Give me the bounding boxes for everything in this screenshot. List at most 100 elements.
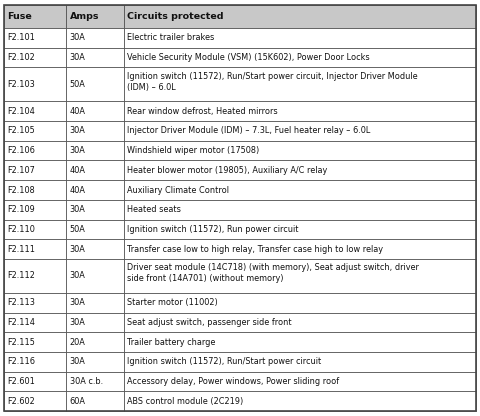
Bar — [124, 161, 476, 180]
Text: F2.107: F2.107 — [7, 166, 35, 175]
Text: 30A: 30A — [70, 126, 85, 136]
Text: 30A: 30A — [70, 357, 85, 366]
Bar — [4, 239, 66, 259]
Bar — [4, 332, 66, 352]
Bar — [124, 220, 476, 239]
Text: F2.102: F2.102 — [7, 53, 35, 62]
Bar — [66, 48, 124, 67]
Bar — [66, 67, 124, 102]
Bar — [66, 121, 124, 141]
Bar — [66, 352, 124, 371]
Text: Vehicle Security Module (VSM) (15K602), Power Door Locks: Vehicle Security Module (VSM) (15K602), … — [127, 53, 370, 62]
Bar — [66, 220, 124, 239]
Bar — [66, 102, 124, 121]
Bar — [66, 391, 124, 411]
Bar — [66, 312, 124, 332]
Bar — [66, 239, 124, 259]
Text: 30A: 30A — [70, 245, 85, 254]
Bar — [124, 102, 476, 121]
Bar — [4, 220, 66, 239]
Text: F2.108: F2.108 — [7, 186, 35, 195]
Text: Circuits protected: Circuits protected — [127, 12, 224, 21]
Text: 50A: 50A — [70, 80, 85, 89]
Text: Windshield wiper motor (17508): Windshield wiper motor (17508) — [127, 146, 260, 155]
Text: 20A: 20A — [70, 338, 85, 347]
Bar — [4, 312, 66, 332]
Text: 40A: 40A — [70, 166, 85, 175]
Bar — [4, 371, 66, 391]
Text: Injector Driver Module (IDM) – 7.3L, Fuel heater relay – 6.0L: Injector Driver Module (IDM) – 7.3L, Fue… — [127, 126, 371, 136]
Text: Transfer case low to high relay, Transfer case high to low relay: Transfer case low to high relay, Transfe… — [127, 245, 383, 254]
Bar — [66, 259, 124, 293]
Text: Electric trailer brakes: Electric trailer brakes — [127, 33, 215, 42]
Bar — [4, 293, 66, 312]
Text: F2.103: F2.103 — [7, 80, 35, 89]
Text: 30A: 30A — [70, 205, 85, 214]
Bar — [4, 352, 66, 371]
Text: Amps: Amps — [70, 12, 99, 21]
Text: 40A: 40A — [70, 186, 85, 195]
Bar — [4, 259, 66, 293]
Text: 60A: 60A — [70, 397, 85, 406]
Text: F2.101: F2.101 — [7, 33, 35, 42]
Bar — [4, 121, 66, 141]
Text: F2.106: F2.106 — [7, 146, 35, 155]
Text: Heater blower motor (19805), Auxiliary A/C relay: Heater blower motor (19805), Auxiliary A… — [127, 166, 327, 175]
Bar — [124, 312, 476, 332]
Bar — [124, 28, 476, 48]
Text: Rear window defrost, Heated mirrors: Rear window defrost, Heated mirrors — [127, 107, 278, 116]
Bar — [66, 161, 124, 180]
Bar — [4, 391, 66, 411]
Text: 30A: 30A — [70, 271, 85, 280]
Bar — [4, 141, 66, 161]
Bar — [4, 200, 66, 220]
Bar — [66, 371, 124, 391]
Bar — [124, 67, 476, 102]
Bar — [124, 371, 476, 391]
Text: Accessory delay, Power windows, Power sliding roof: Accessory delay, Power windows, Power sl… — [127, 377, 339, 386]
Text: Driver seat module (14C718) (with memory), Seat adjust switch, driver
side front: Driver seat module (14C718) (with memory… — [127, 263, 419, 283]
Text: Heated seats: Heated seats — [127, 205, 181, 214]
Text: Auxiliary Climate Control: Auxiliary Climate Control — [127, 186, 229, 195]
Text: F2.113: F2.113 — [7, 298, 35, 307]
Text: Ignition switch (11572), Run power circuit: Ignition switch (11572), Run power circu… — [127, 225, 299, 234]
Bar — [66, 141, 124, 161]
Text: 40A: 40A — [70, 107, 85, 116]
Text: Fuse: Fuse — [7, 12, 32, 21]
Text: F2.602: F2.602 — [7, 397, 35, 406]
Bar — [4, 161, 66, 180]
Bar — [124, 200, 476, 220]
Bar — [66, 200, 124, 220]
Bar — [4, 67, 66, 102]
Bar — [4, 48, 66, 67]
Text: Ignition switch (11572), Run/Start power circuit, Injector Driver Module
(IDM) –: Ignition switch (11572), Run/Start power… — [127, 72, 418, 92]
Text: ABS control module (2C219): ABS control module (2C219) — [127, 397, 243, 406]
Bar — [66, 180, 124, 200]
Bar — [124, 259, 476, 293]
Bar — [66, 332, 124, 352]
Bar — [124, 121, 476, 141]
Text: F2.114: F2.114 — [7, 318, 35, 327]
Bar — [124, 352, 476, 371]
Bar — [66, 5, 124, 28]
Text: 30A: 30A — [70, 318, 85, 327]
Bar — [66, 28, 124, 48]
Text: F2.104: F2.104 — [7, 107, 35, 116]
Bar — [124, 332, 476, 352]
Text: Seat adjust switch, passenger side front: Seat adjust switch, passenger side front — [127, 318, 292, 327]
Text: 50A: 50A — [70, 225, 85, 234]
Bar — [124, 391, 476, 411]
Text: F2.110: F2.110 — [7, 225, 35, 234]
Bar — [4, 28, 66, 48]
Bar — [124, 48, 476, 67]
Text: F2.105: F2.105 — [7, 126, 35, 136]
Text: 30A: 30A — [70, 298, 85, 307]
Bar — [124, 141, 476, 161]
Bar — [124, 239, 476, 259]
Text: 30A: 30A — [70, 53, 85, 62]
Bar — [124, 293, 476, 312]
Text: Ignition switch (11572), Run/Start power circuit: Ignition switch (11572), Run/Start power… — [127, 357, 322, 366]
Text: F2.112: F2.112 — [7, 271, 35, 280]
Bar — [4, 5, 66, 28]
Text: Trailer battery charge: Trailer battery charge — [127, 338, 216, 347]
